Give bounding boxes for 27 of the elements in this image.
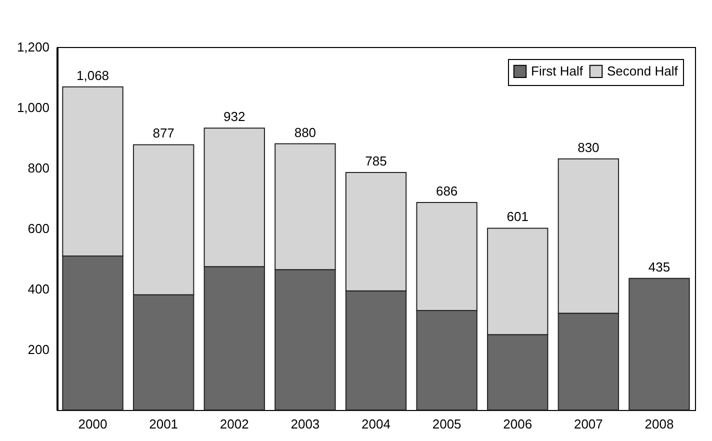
x-tick-label: 2002 [220,416,249,432]
total-label: 686 [436,183,458,198]
y-tick-label: 1,000 [16,100,50,115]
y-tick-label: 800 [28,160,50,176]
total-label: 785 [365,154,387,169]
y-tick-label: 1,200 [16,40,50,54]
x-tick-label: 2000 [78,416,108,432]
bar [628,278,690,410]
x-tick-label: 2003 [290,416,320,432]
y-tick-label: 400 [28,282,50,296]
legend-label: First Half [531,63,584,78]
total-label: 1,068 [76,68,110,83]
x-tick-label: 2006 [503,416,532,432]
total-label: 880 [294,124,316,140]
total-label: 877 [152,126,174,141]
y-tick-label: 200 [28,342,50,357]
x-tick-label: 2005 [432,416,462,432]
x-tick-label: 2007 [574,416,603,432]
total-label: 601 [506,209,528,224]
total-label: 932 [224,109,246,124]
x-tick-label: 2008 [644,416,674,432]
x-tick-label: 2004 [362,416,390,432]
total-label: 830 [578,140,600,155]
y-tick-label: 600 [28,221,50,236]
x-tick-label: 2001 [149,416,178,432]
total-label: 435 [648,259,670,274]
legend-label: Second Half [607,63,678,78]
